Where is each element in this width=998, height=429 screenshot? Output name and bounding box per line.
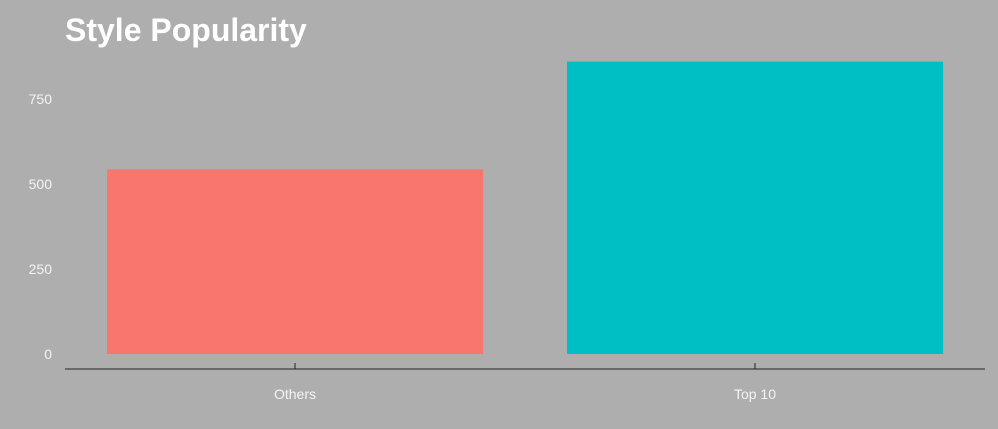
bar-top-10 [567,61,944,354]
x-tick-label: Others [274,386,316,402]
y-tick-label: 500 [29,176,53,192]
x-axis: Others Top 10 [65,363,985,402]
y-tick-label: 750 [29,91,53,107]
bars-group [107,61,944,354]
y-axis-ticks: 0 250 500 750 [29,91,53,362]
y-tick-label: 0 [44,346,52,362]
x-tick-label: Top 10 [734,386,776,402]
y-tick-label: 250 [29,261,53,277]
chart-title: Style Popularity [65,12,307,48]
bar-others [107,169,484,354]
